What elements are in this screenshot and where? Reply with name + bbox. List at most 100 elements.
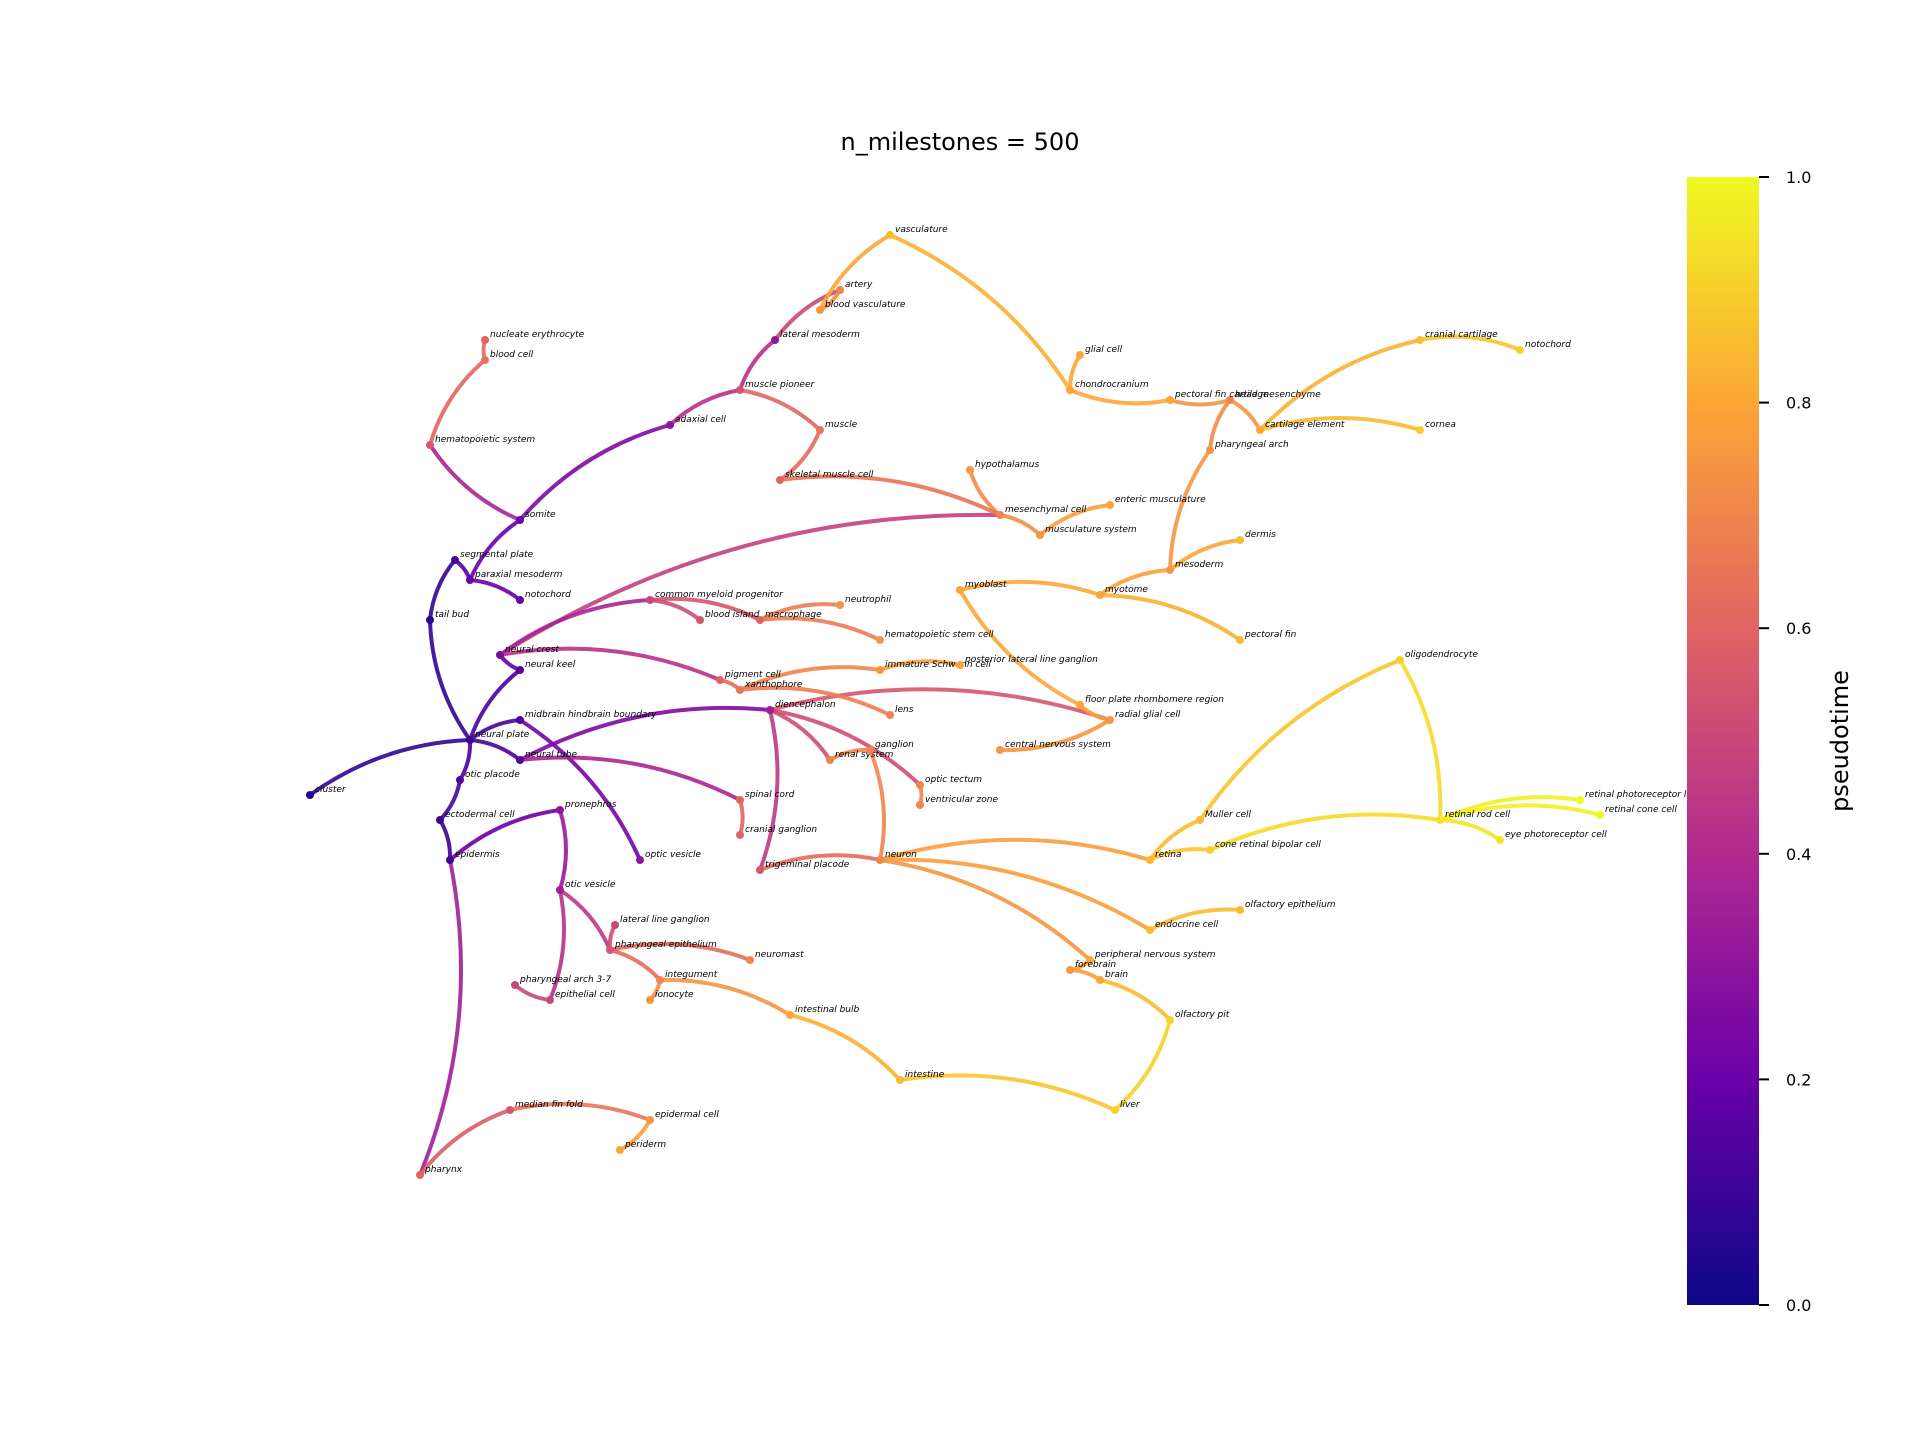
node-label: cone retinal bipolar cell	[1215, 840, 1321, 850]
trajectory-edge	[1148, 818, 1202, 862]
milestone-node	[1146, 926, 1154, 934]
node-label: integument	[665, 970, 718, 980]
node-label: pectoral fin cartilage	[1174, 390, 1269, 400]
milestone-node	[416, 1171, 424, 1179]
trajectory-edge	[448, 808, 562, 862]
trajectory-edge	[428, 618, 472, 742]
node-label: segmental plate	[460, 550, 534, 560]
node-label: periderm	[624, 1140, 666, 1150]
trajectory-edge	[1148, 907, 1242, 932]
milestone-node	[886, 231, 894, 239]
node-label: epidermis	[455, 850, 500, 860]
milestone-node	[876, 636, 884, 644]
node-label: artery	[845, 280, 873, 290]
node-label: cornea	[1425, 420, 1456, 430]
node-label: pronephros	[564, 800, 617, 810]
trajectory-edge	[1168, 538, 1242, 572]
node-label: olfactory pit	[1175, 1010, 1230, 1020]
milestone-node	[481, 336, 489, 344]
trajectory-edge	[878, 837, 1152, 862]
milestone-node	[771, 336, 779, 344]
milestone-node	[646, 1116, 654, 1124]
colorbar-tick-label: 1.0	[1786, 168, 1811, 187]
trajectory-edge	[1208, 398, 1232, 452]
trajectory-edge	[738, 388, 822, 432]
milestone-node	[716, 676, 724, 684]
trajectory-edge	[518, 718, 642, 862]
chart-title: n_milestones = 500	[841, 128, 1080, 156]
milestone-node	[1146, 856, 1154, 864]
milestone-node	[996, 511, 1004, 519]
milestone-node	[886, 711, 894, 719]
node-label: intestinal bulb	[795, 1005, 859, 1015]
milestone-node	[1496, 836, 1504, 844]
milestone-node	[756, 616, 764, 624]
milestone-node	[1076, 351, 1084, 359]
node-label: vasculature	[895, 225, 948, 235]
milestone-node	[756, 866, 764, 874]
trajectory-edge	[518, 705, 772, 762]
node-label: lateral line ganglion	[620, 915, 710, 925]
node-label: muscle	[825, 420, 858, 430]
milestone-node	[1516, 346, 1524, 354]
milestone-node	[466, 576, 474, 584]
milestone-node	[616, 1146, 624, 1154]
node-label: cartilage element	[1265, 420, 1345, 430]
node-label: dermis	[1245, 530, 1276, 540]
milestone-node	[1066, 966, 1074, 974]
milestone-node	[776, 476, 784, 484]
trajectory-edge	[768, 687, 1112, 722]
node-label: paraxial mesoderm	[474, 570, 563, 580]
trajectory-edge	[418, 1108, 512, 1177]
node-label: peripheral nervous system	[1094, 950, 1216, 960]
milestone-node	[1236, 636, 1244, 644]
milestone-node	[1196, 816, 1204, 824]
node-label: intestine	[905, 1070, 945, 1080]
node-label: brain	[1105, 970, 1128, 980]
node-label: retina	[1155, 850, 1182, 860]
trajectory-edge	[308, 738, 472, 797]
trajectory-edge	[878, 857, 1152, 932]
trajectory-edge	[1208, 812, 1442, 852]
milestone-node	[876, 856, 884, 864]
node-label: blood cell	[490, 350, 534, 360]
milestone-node	[446, 856, 454, 864]
milestone-node	[1086, 956, 1094, 964]
node-label: spinal cord	[745, 790, 795, 800]
trajectory-edge	[498, 598, 652, 657]
node-label: neuron	[885, 850, 917, 860]
node-label: pharyngeal arch	[1214, 440, 1289, 450]
node-label: eye photoreceptor cell	[1505, 830, 1607, 840]
trajectory-edge	[738, 338, 777, 392]
milestone-node	[546, 996, 554, 1004]
trajectory-edge	[518, 755, 742, 802]
colorbar-label: pseudotime	[1826, 670, 1854, 812]
node-label: pigment cell	[724, 670, 781, 680]
node-label: mesenchymal cell	[1005, 505, 1087, 515]
milestone-node	[1416, 336, 1424, 344]
milestone-node	[966, 466, 974, 474]
milestone-node	[816, 426, 824, 434]
node-label: xanthophore	[744, 680, 803, 690]
node-label: skeletal muscle cell	[785, 470, 874, 480]
node-label: hematopoietic stem cell	[885, 630, 994, 640]
trajectory-edge	[998, 513, 1042, 537]
graph-edges	[308, 233, 1602, 1177]
trajectory-edge	[898, 1073, 1117, 1112]
milestone-node	[656, 976, 664, 984]
milestone-node	[1076, 701, 1084, 709]
milestone-node	[746, 956, 754, 964]
trajectory-edge	[1098, 593, 1242, 642]
node-label: diencephalon	[775, 700, 836, 710]
trajectory-edge	[558, 888, 612, 952]
milestone-node	[516, 666, 524, 674]
trajectory-edge	[818, 233, 892, 312]
milestone-node	[436, 816, 444, 824]
node-label: liver	[1120, 1100, 1141, 1110]
colorbar-ticks: 0.0 0.2 0.4 0.6 0.8 1.0	[1759, 168, 1811, 1315]
milestone-node	[516, 756, 524, 764]
milestone-node	[866, 746, 874, 754]
trajectory-edge	[878, 858, 1092, 962]
milestone-node	[896, 1076, 904, 1084]
